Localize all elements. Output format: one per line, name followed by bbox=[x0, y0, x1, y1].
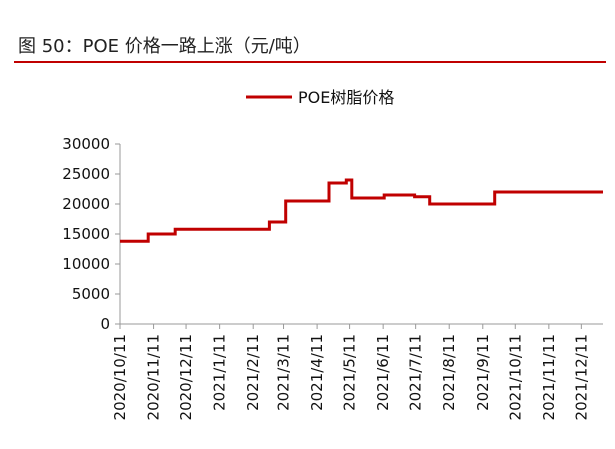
x-tick-label: 2021/8/11 bbox=[440, 334, 458, 411]
x-tick-label: 2021/9/11 bbox=[474, 334, 492, 411]
x-tick-label: 2021/3/11 bbox=[275, 334, 293, 411]
y-tick-label: 0 bbox=[100, 315, 110, 333]
x-tick-label: 2021/4/11 bbox=[308, 334, 326, 411]
x-tick-label: 2020/11/11 bbox=[145, 334, 163, 420]
x-tick-label: 2021/6/11 bbox=[374, 334, 392, 411]
x-tick-label: 2020/10/11 bbox=[111, 334, 129, 420]
x-tick-label: 2021/11/11 bbox=[540, 334, 558, 420]
y-tick-label: 30000 bbox=[62, 135, 110, 153]
x-tick-label: 2021/10/11 bbox=[506, 334, 524, 420]
x-tick-label: 2021/2/11 bbox=[244, 334, 262, 411]
y-tick-label: 15000 bbox=[62, 225, 110, 243]
y-tick-label: 25000 bbox=[62, 165, 110, 183]
y-tick-label: 5000 bbox=[72, 285, 110, 303]
figure-title: 图 50：POE 价格一路上涨（元/吨） bbox=[18, 36, 311, 57]
series-line-poe-price bbox=[120, 178, 603, 243]
x-tick-label: 2021/12/11 bbox=[572, 334, 590, 420]
legend-label: POE树脂价格 bbox=[298, 88, 394, 107]
legend: POE树脂价格 bbox=[246, 88, 394, 107]
x-tick-label: 2021/1/11 bbox=[211, 334, 229, 411]
x-tick-label: 2020/12/11 bbox=[177, 334, 195, 420]
y-tick-label: 10000 bbox=[62, 255, 110, 273]
y-axis-ticks: 0 5000 10000 15000 20000 25000 30000 bbox=[62, 135, 120, 333]
x-tick-label: 2021/5/11 bbox=[341, 334, 359, 411]
title-rule bbox=[14, 61, 606, 63]
x-axis-ticks: 2020/10/11 2020/11/11 2020/12/11 2021/1/11 2… bbox=[111, 324, 590, 420]
y-tick-label: 20000 bbox=[62, 195, 110, 213]
x-tick-label: 2021/7/11 bbox=[407, 334, 425, 411]
